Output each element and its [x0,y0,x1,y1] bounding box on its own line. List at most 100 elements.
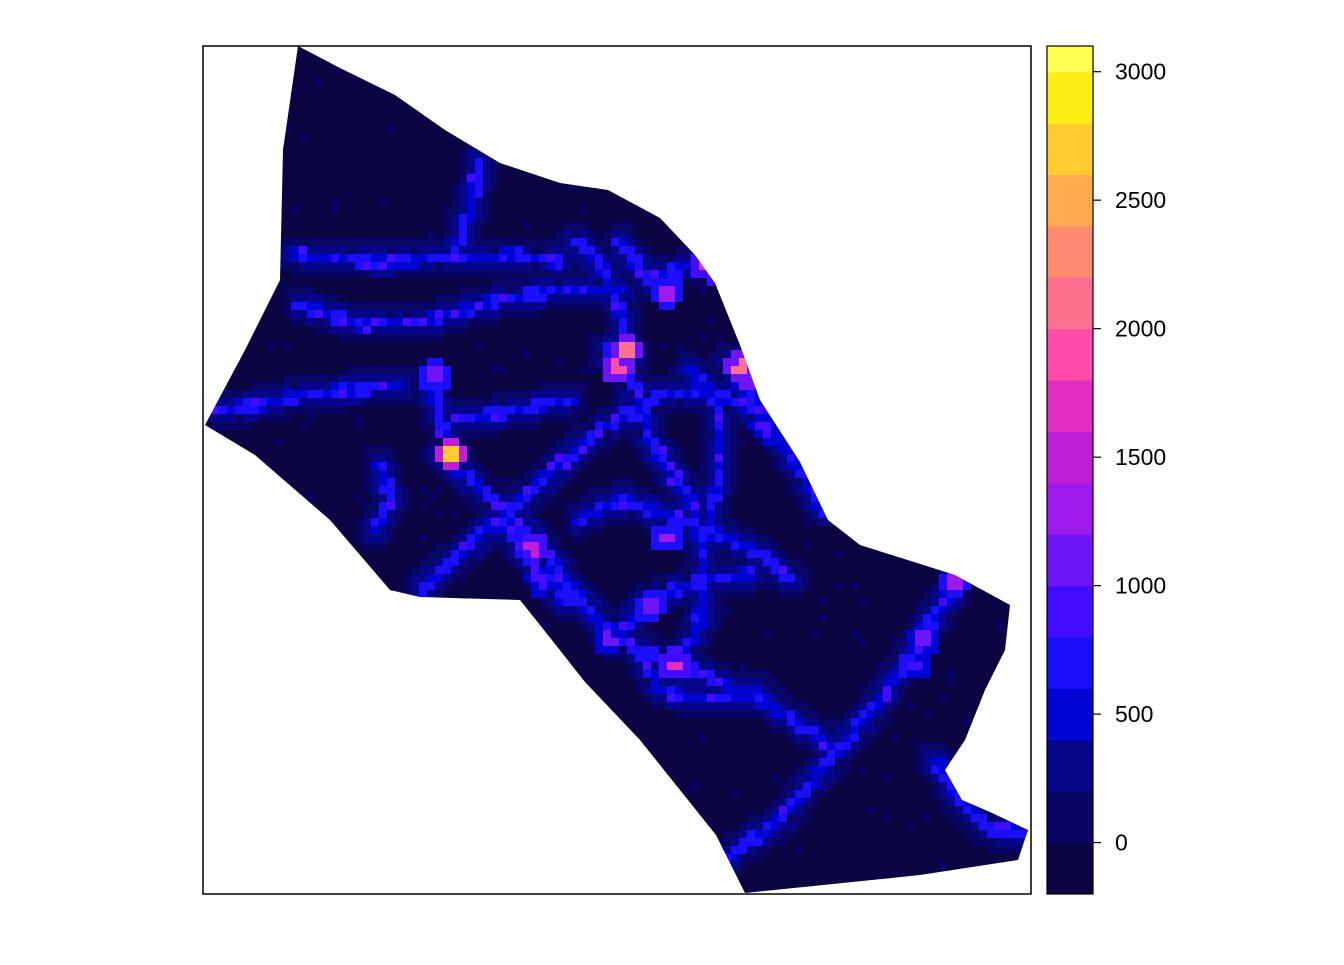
raster-cell [323,214,332,223]
raster-cell [595,414,604,423]
raster-cell [395,118,404,127]
raster-cell [547,206,556,215]
raster-cell [379,406,388,415]
raster-cell [651,270,660,279]
raster-cell [547,334,556,343]
raster-cell [611,190,620,199]
raster-cell [515,214,524,223]
raster-cell [419,382,428,391]
raster-cell [419,358,428,367]
raster-cell [467,350,476,359]
raster-cell [267,414,276,423]
raster-cell [515,302,524,311]
raster-cell [475,286,484,295]
raster-cell [507,270,516,279]
raster-cell [363,374,372,383]
raster-cell [715,326,724,335]
raster-cell [283,302,292,311]
raster-cell [579,238,588,247]
raster-cell [435,422,444,431]
raster-cell [315,62,324,71]
raster-cell [515,230,524,239]
raster-cell [315,134,324,143]
raster-cell [611,214,620,223]
raster-cell [563,326,572,335]
raster-cell [499,166,508,175]
raster-cell [299,78,308,87]
raster-cell [667,406,676,415]
raster-cell [731,382,740,391]
raster-cell [299,422,308,431]
raster-cell [491,222,500,231]
raster-cell [347,278,356,287]
raster-cell [379,318,388,327]
raster-cell [299,214,308,223]
raster-cell [363,342,372,351]
raster-cell [363,118,372,127]
raster-cell [299,62,308,71]
raster-cell [363,358,372,367]
raster-cell [443,278,452,287]
raster-cell [355,78,364,87]
raster-cell [435,134,444,143]
raster-cell [219,390,228,399]
raster-cell [547,302,556,311]
raster-cell [451,374,460,383]
raster-cell [227,406,236,415]
raster-cell [323,342,332,351]
raster-cell [347,406,356,415]
raster-cell [659,254,668,263]
raster-cell [635,374,644,383]
raster-cell [539,358,548,367]
raster-cell [579,334,588,343]
raster-cell [667,286,676,295]
raster-cell [379,374,388,383]
raster-cell [227,430,236,439]
raster-cell [355,310,364,319]
raster-cell [427,414,436,423]
raster-cell [635,382,644,391]
raster-cell [643,382,652,391]
raster-cell [331,110,340,119]
raster-cell [699,342,708,351]
raster-cell [675,262,684,271]
raster-cell [283,406,292,415]
raster-cell [395,166,404,175]
raster-cell [747,390,756,399]
raster-cell [595,326,604,335]
raster-cell [475,190,484,199]
raster-cell [339,286,348,295]
raster-cell [715,398,724,407]
raster-cell [579,270,588,279]
raster-cell [515,270,524,279]
raster-cell [411,198,420,207]
raster-cell [587,214,596,223]
raster-cell [491,174,500,183]
raster-cell [251,382,260,391]
raster-cell [619,206,628,215]
raster-cell [483,358,492,367]
raster-cell [611,270,620,279]
raster-cell [691,422,700,431]
raster-cell [387,270,396,279]
raster-cell [339,94,348,103]
raster-cell [627,230,636,239]
raster-cell [651,414,660,423]
raster-cell [323,182,332,191]
raster-cell [419,198,428,207]
raster-cell [299,86,308,95]
raster-cell [363,334,372,343]
raster-cell [691,414,700,423]
raster-cell [483,382,492,391]
raster-cell [363,262,372,271]
raster-cell [379,142,388,151]
raster-cell [323,198,332,207]
raster-cell [275,374,284,383]
raster-cell [283,334,292,343]
raster-cell [411,134,420,143]
raster-cell [587,334,596,343]
raster-cell [635,294,644,303]
raster-cell [643,342,652,351]
raster-cell [563,366,572,375]
raster-cell [619,414,628,423]
